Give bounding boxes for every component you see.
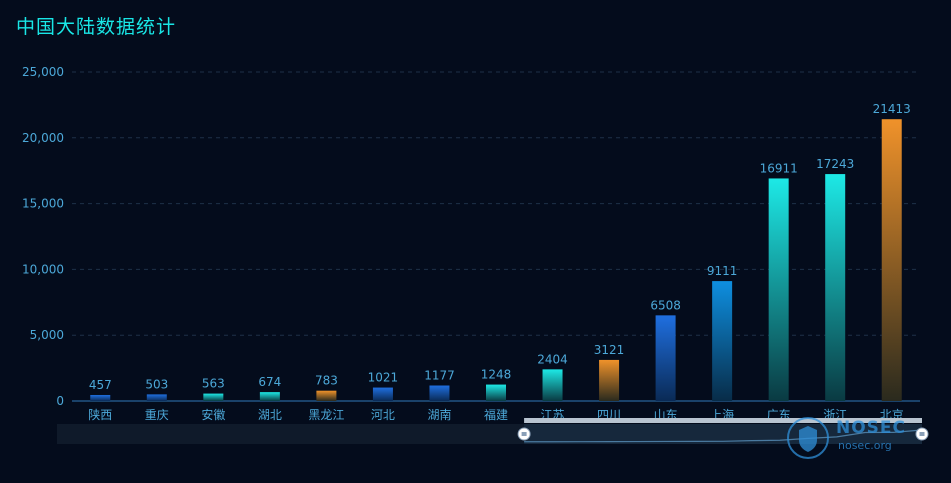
- bar-重庆[interactable]: [146, 394, 167, 401]
- bar-上海[interactable]: [712, 281, 733, 401]
- y-tick-label: 0: [56, 394, 64, 408]
- data-label: 17243: [816, 157, 854, 171]
- y-tick-label: 20,000: [22, 131, 64, 145]
- x-tick-label: 河北: [371, 408, 395, 422]
- y-axis-ticks: 0 5,000 10,000 15,000 20,000 25,000: [22, 65, 64, 408]
- y-tick-label: 25,000: [22, 65, 64, 79]
- grip-icon: [919, 432, 925, 436]
- bar-四川[interactable]: [599, 359, 620, 401]
- y-tick-label: 10,000: [22, 262, 64, 276]
- bar-北京[interactable]: [881, 119, 902, 401]
- bar-陕西[interactable]: [90, 394, 111, 401]
- data-label: 503: [145, 377, 168, 391]
- zoom-selection[interactable]: [524, 424, 922, 444]
- data-label: 9111: [707, 264, 738, 278]
- shield-logo-icon: [787, 417, 829, 459]
- grid-lines: [72, 71, 920, 402]
- watermark-text: NOSEC: [836, 418, 907, 438]
- data-label: 3121: [594, 343, 625, 357]
- x-tick-label: 湖北: [258, 407, 282, 422]
- bar-河北[interactable]: [372, 387, 393, 401]
- nosec-watermark: NOSEC nosec.org: [786, 414, 906, 462]
- grip-icon: [521, 432, 527, 436]
- x-tick-label: 重庆: [145, 408, 169, 422]
- y-tick-label: 5,000: [30, 328, 64, 342]
- bar-湖北[interactable]: [259, 392, 280, 401]
- bar-福建[interactable]: [486, 384, 506, 401]
- zoom-move-handle[interactable]: [524, 418, 922, 423]
- bars: [90, 119, 902, 401]
- data-label: 21413: [873, 102, 911, 116]
- bar-广东[interactable]: [768, 178, 789, 401]
- x-tick-label: 陕西: [88, 407, 112, 422]
- bar-安徽[interactable]: [203, 393, 224, 401]
- x-tick-label: 安徽: [201, 407, 225, 422]
- chart-title: 中国大陆数据统计: [16, 16, 177, 38]
- bar-浙江[interactable]: [825, 174, 846, 401]
- bar-江苏[interactable]: [542, 369, 563, 401]
- bar-湖南[interactable]: [429, 385, 450, 401]
- data-label: 783: [315, 374, 338, 388]
- data-label: 16911: [760, 161, 798, 175]
- data-label: 563: [202, 377, 225, 391]
- data-label: 6508: [650, 298, 681, 312]
- data-label: 457: [89, 378, 112, 392]
- bar-山东[interactable]: [655, 315, 676, 401]
- data-label: 674: [258, 375, 281, 389]
- bar-黑龙江[interactable]: [316, 390, 337, 401]
- x-tick-label: 黑龙江: [308, 408, 344, 422]
- data-label: 2404: [537, 352, 568, 366]
- x-tick-label: 湖南: [427, 407, 451, 422]
- data-label: 1021: [368, 371, 399, 385]
- data-zoom-slider[interactable]: [57, 418, 929, 444]
- x-tick-label: 福建: [484, 407, 508, 422]
- watermark-subtext: nosec.org: [838, 439, 892, 452]
- data-label: 1248: [481, 368, 512, 382]
- zoom-preview-line: [524, 429, 923, 443]
- y-tick-label: 15,000: [22, 197, 64, 211]
- data-label: 1177: [424, 369, 455, 383]
- data-labels: 457 503 563 674 783 1021 1177 1248 2404 3121 6508 9…: [89, 102, 911, 392]
